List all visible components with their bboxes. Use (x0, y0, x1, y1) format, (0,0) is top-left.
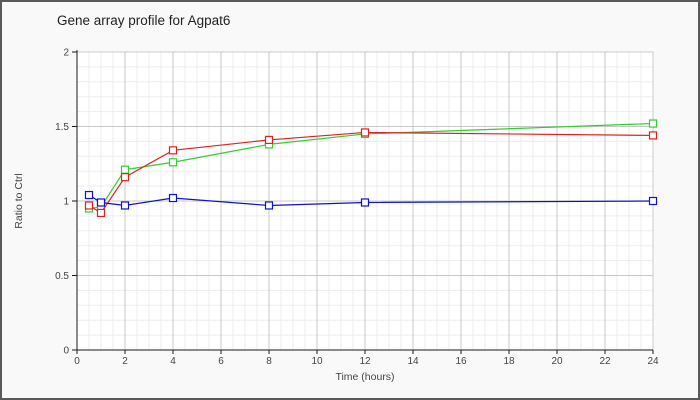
x-tick-label: 18 (503, 356, 515, 367)
y-tick-label: 0 (63, 346, 69, 357)
data-point-green (648, 119, 658, 128)
data-point-blue (168, 193, 178, 203)
x-tick-label: 0 (74, 356, 80, 367)
data-point-red (84, 201, 94, 210)
data-point-green (168, 158, 178, 167)
x-tick-label: 16 (455, 356, 467, 367)
x-tick-label: 12 (359, 356, 371, 367)
data-point-red (264, 135, 274, 145)
x-tick-label: 22 (599, 356, 611, 367)
data-point-red (120, 173, 130, 182)
x-tick-label: 2 (122, 356, 128, 367)
data-point-blue (96, 198, 106, 207)
data-point-blue (360, 198, 370, 207)
chart-title: Gene array profile for Agpat6 (57, 13, 231, 28)
y-tick-label: 1 (63, 197, 69, 208)
data-point-red (648, 131, 658, 140)
x-tick-label: 8 (266, 356, 272, 367)
x-tick-label: 14 (407, 356, 419, 367)
data-point-blue (648, 196, 658, 206)
data-point-red (360, 128, 370, 137)
data-point-blue (120, 201, 130, 210)
x-tick-label: 4 (170, 356, 176, 367)
y-tick-label: 0.5 (55, 271, 69, 282)
x-tick-label: 24 (647, 356, 659, 367)
x-axis-title: Time (hours) (335, 371, 395, 383)
data-point-red (168, 146, 178, 155)
data-point-blue (264, 201, 274, 210)
data-point-blue (84, 190, 94, 200)
x-tick-label: 10 (311, 356, 323, 367)
data-point-green (120, 165, 130, 174)
y-tick-label: 2 (63, 48, 69, 59)
y-tick-label: 1.5 (55, 122, 69, 133)
x-tick-label: 6 (218, 356, 224, 367)
data-point-red (96, 208, 106, 218)
x-tick-label: 20 (551, 356, 563, 367)
